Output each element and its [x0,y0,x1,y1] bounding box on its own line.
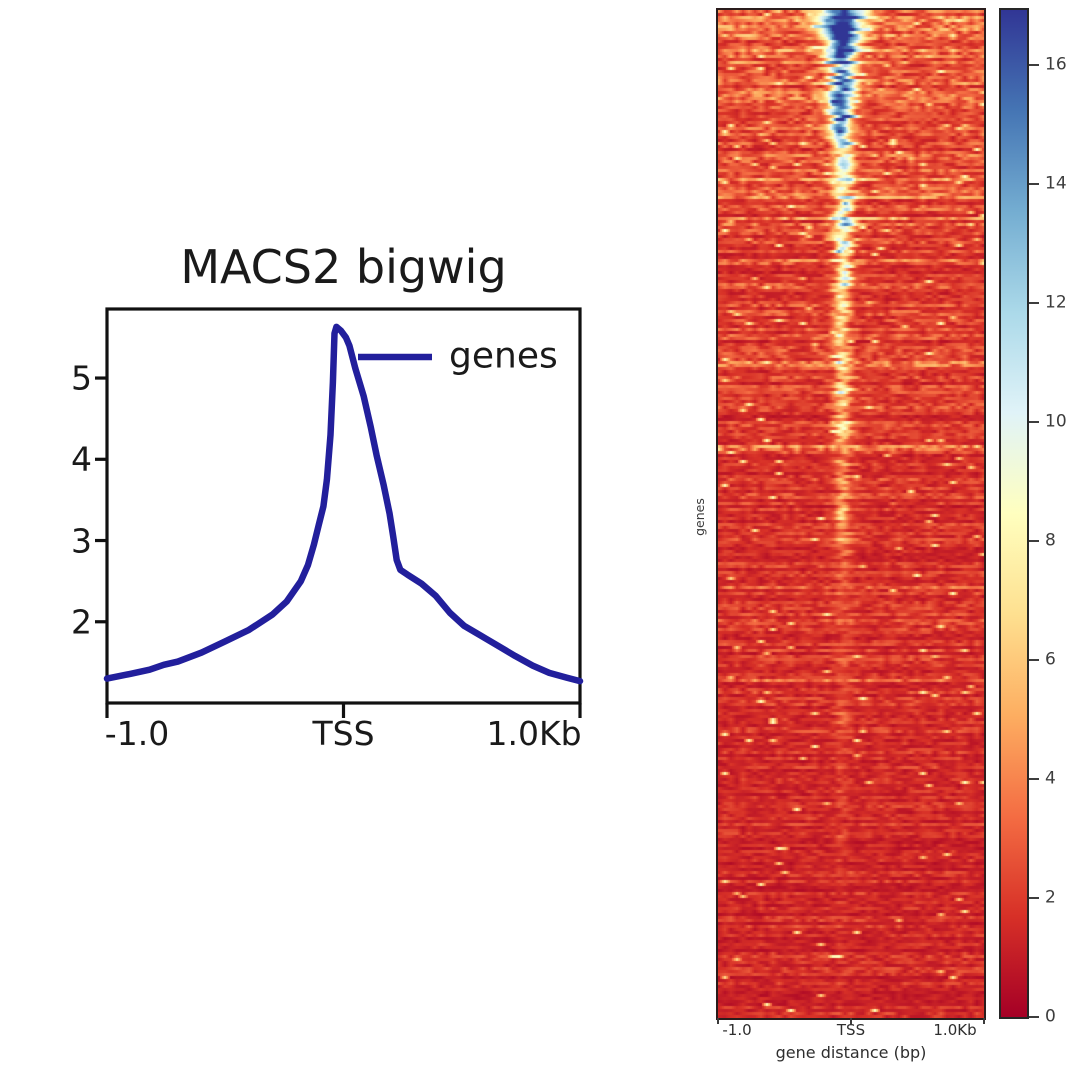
heatmap-axis-tick [850,1018,852,1024]
colorbar-tick-mark [1029,540,1039,543]
colorbar-tick-label: 14 [1045,173,1067,194]
colorbar-tick-mark [1029,897,1039,900]
profile-ytick-label: 4 [71,439,92,479]
colorbar [999,8,1029,1019]
colorbar-tick-label: 4 [1045,768,1056,789]
heatmap-xtick-label: TSS [836,1021,866,1039]
profile-ytick-label: 5 [71,358,92,398]
heatmap-xtick-label: -1.0 [722,1021,752,1039]
profile-line [103,323,584,685]
colorbar-tick-mark [1029,302,1039,305]
colorbar-tick-mark [1029,778,1039,781]
colorbar-tick-mark [1029,64,1039,67]
heatmap-ylabel: genes [691,498,707,536]
colorbar-tick-label: 10 [1045,411,1067,432]
profile-xtick-label: 1.0Kb [486,714,582,753]
heatmap-xlabel: gene distance (bp) [775,1043,927,1062]
heatmap-frame [716,8,986,1020]
heatmap-axis-tick [717,1018,719,1024]
profile-ytick-label: 2 [71,602,92,642]
colorbar-tick-label: 0 [1045,1006,1056,1027]
profile-xtick-label: TSS [312,714,375,753]
profile-xtick-label: -1.0 [104,714,170,753]
colorbar-tick-label: 2 [1045,887,1056,908]
colorbar-tick-mark [1029,659,1039,662]
profile-ytick-label: 3 [71,521,92,561]
heatmap-xtick-label: 1.0Kb [933,1021,977,1039]
colorbar-tick-label: 8 [1045,530,1056,551]
colorbar-tick-label: 16 [1045,54,1067,75]
heatmap-axis-tick [983,1018,985,1024]
colorbar-tick-label: 6 [1045,649,1056,670]
colorbar-tick-mark [1029,1016,1039,1018]
colorbar-tick-label: 12 [1045,292,1067,313]
colorbar-tick-mark [1029,183,1039,186]
profile-title: MACS2 bigwig [180,240,507,294]
heatmap-canvas [718,10,984,1018]
colorbar-tick-mark [1029,421,1039,424]
legend-label: genes [449,335,558,377]
